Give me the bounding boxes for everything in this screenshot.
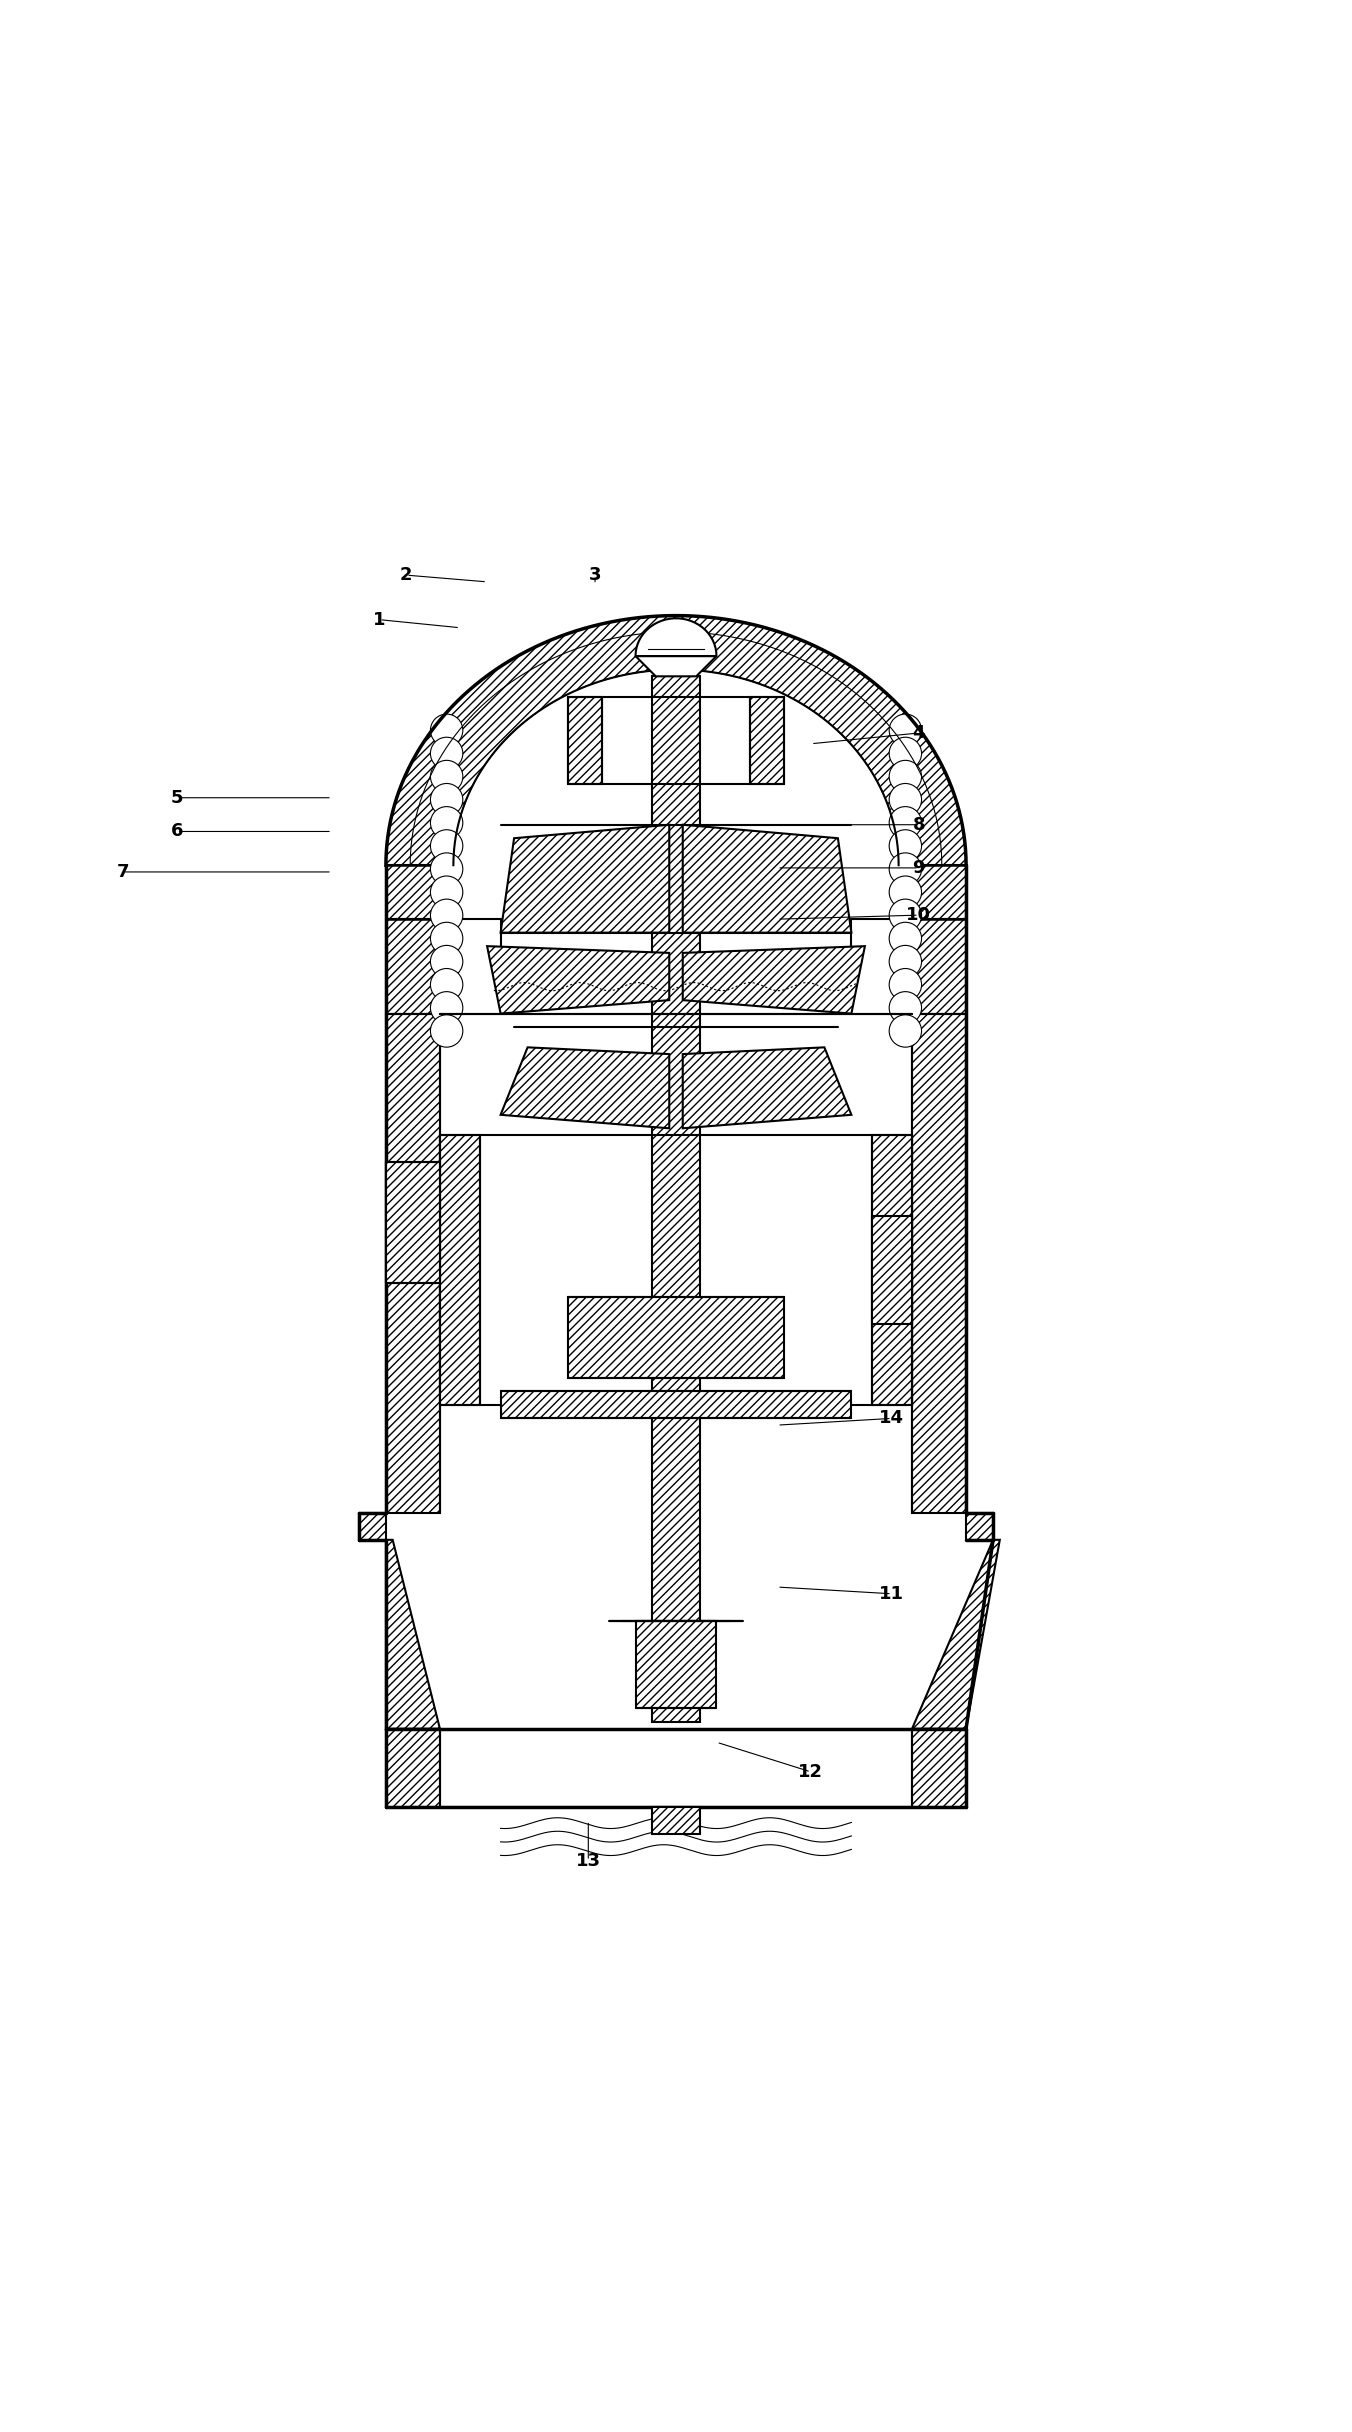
Text: 12: 12 xyxy=(799,1763,823,1780)
Circle shape xyxy=(430,946,462,978)
Text: 11: 11 xyxy=(879,1586,904,1603)
Circle shape xyxy=(890,854,922,885)
Text: 14: 14 xyxy=(879,1411,904,1428)
Circle shape xyxy=(890,829,922,861)
Polygon shape xyxy=(652,1807,700,1834)
Polygon shape xyxy=(385,1162,439,1284)
Circle shape xyxy=(430,737,462,769)
Text: 4: 4 xyxy=(913,725,925,742)
Circle shape xyxy=(890,807,922,839)
Polygon shape xyxy=(500,1048,669,1128)
Polygon shape xyxy=(385,1539,439,1729)
Circle shape xyxy=(430,992,462,1024)
Polygon shape xyxy=(872,1216,913,1323)
Circle shape xyxy=(430,1014,462,1048)
Polygon shape xyxy=(913,919,967,1014)
Polygon shape xyxy=(385,1729,439,1807)
Polygon shape xyxy=(683,946,865,1014)
Text: 13: 13 xyxy=(576,1851,600,1870)
Text: 1: 1 xyxy=(373,610,385,627)
Text: 7: 7 xyxy=(116,863,128,880)
Text: 5: 5 xyxy=(170,788,183,807)
Polygon shape xyxy=(683,1048,852,1128)
Polygon shape xyxy=(683,824,852,931)
Circle shape xyxy=(430,876,462,910)
Polygon shape xyxy=(385,1014,439,1513)
Circle shape xyxy=(430,807,462,839)
Circle shape xyxy=(890,715,922,747)
Circle shape xyxy=(890,1014,922,1048)
Circle shape xyxy=(430,715,462,747)
Polygon shape xyxy=(358,1513,385,1539)
Polygon shape xyxy=(500,1391,852,1418)
Text: 9: 9 xyxy=(913,858,925,878)
Circle shape xyxy=(430,922,462,956)
Polygon shape xyxy=(385,866,439,919)
Circle shape xyxy=(890,783,922,815)
Text: 8: 8 xyxy=(913,815,925,834)
Circle shape xyxy=(890,761,922,793)
Polygon shape xyxy=(676,615,967,866)
Polygon shape xyxy=(635,618,717,676)
Circle shape xyxy=(890,900,922,931)
Text: 10: 10 xyxy=(906,907,932,924)
Circle shape xyxy=(430,900,462,931)
Text: 6: 6 xyxy=(170,822,183,841)
Circle shape xyxy=(430,854,462,885)
Circle shape xyxy=(890,922,922,956)
Polygon shape xyxy=(967,1513,994,1539)
Polygon shape xyxy=(500,824,669,931)
Circle shape xyxy=(430,761,462,793)
Text: 2: 2 xyxy=(400,567,412,584)
Polygon shape xyxy=(568,696,602,783)
Polygon shape xyxy=(913,1014,967,1513)
Circle shape xyxy=(890,992,922,1024)
Polygon shape xyxy=(635,1620,717,1707)
Polygon shape xyxy=(913,1539,1000,1729)
Circle shape xyxy=(430,783,462,815)
Circle shape xyxy=(890,946,922,978)
Circle shape xyxy=(890,968,922,1002)
Polygon shape xyxy=(439,1136,480,1406)
Polygon shape xyxy=(652,676,700,1418)
Polygon shape xyxy=(913,1729,967,1807)
Circle shape xyxy=(890,876,922,910)
Polygon shape xyxy=(872,1136,913,1406)
Polygon shape xyxy=(385,919,439,1014)
Text: 3: 3 xyxy=(589,567,602,584)
Polygon shape xyxy=(652,1406,700,1722)
Polygon shape xyxy=(568,1296,784,1379)
Circle shape xyxy=(430,829,462,861)
Polygon shape xyxy=(913,866,967,919)
Polygon shape xyxy=(750,696,784,783)
Polygon shape xyxy=(487,946,669,1014)
Circle shape xyxy=(430,968,462,1002)
Circle shape xyxy=(890,737,922,769)
Polygon shape xyxy=(385,615,676,866)
